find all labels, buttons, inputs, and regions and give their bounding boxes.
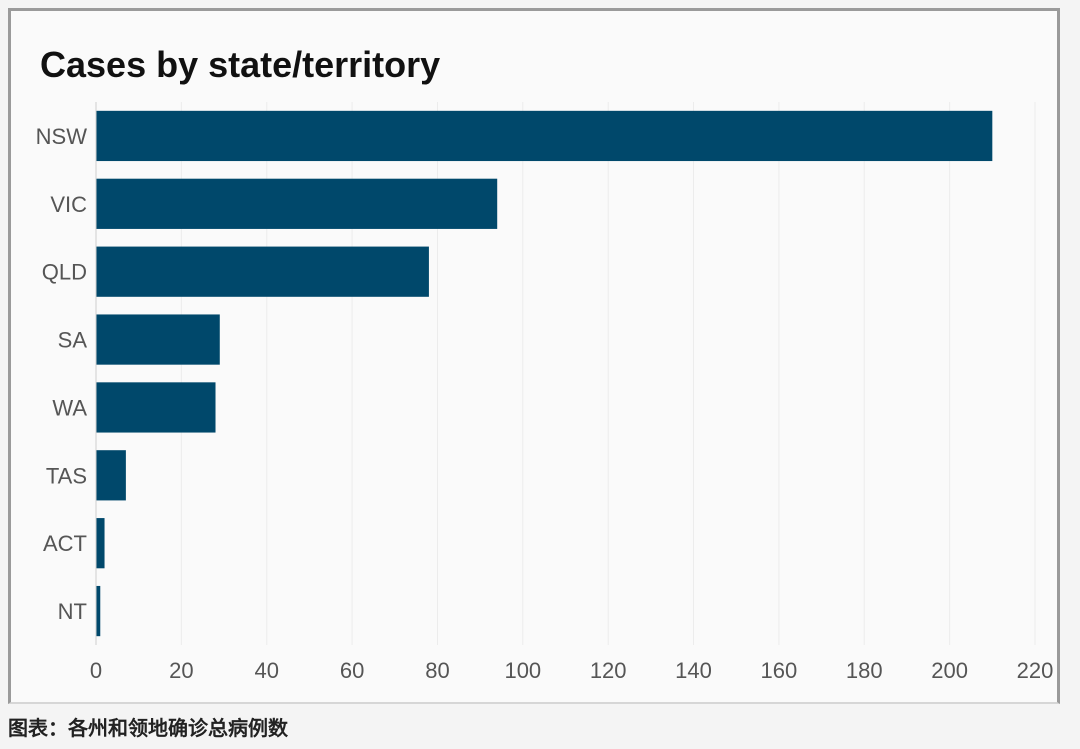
bar-nsw xyxy=(96,110,993,162)
x-tick-labels: 0 20 40 60 80 100 120 140 160 180 200 220 xyxy=(90,658,1053,683)
bar-sa xyxy=(96,314,220,365)
x-tick-label: 200 xyxy=(931,658,968,683)
category-label-nsw: NSW xyxy=(36,124,88,149)
x-tick-label: 100 xyxy=(504,658,541,683)
bar-wa xyxy=(96,382,216,433)
category-label-vic: VIC xyxy=(50,192,87,217)
x-tick-label: 80 xyxy=(425,658,449,683)
bar-tas xyxy=(96,450,126,501)
category-label-wa: WA xyxy=(52,395,87,420)
chart-title: Cases by state/territory xyxy=(40,44,441,85)
bars xyxy=(96,110,993,637)
x-tick-label: 20 xyxy=(169,658,193,683)
x-tick-label: 160 xyxy=(761,658,798,683)
category-labels: NSW VIC QLD SA WA TAS ACT NT xyxy=(36,124,88,624)
x-tick-label: 120 xyxy=(590,658,627,683)
category-label-act: ACT xyxy=(43,531,87,556)
bar-act xyxy=(96,518,105,569)
figure-caption: 图表：各州和领地确诊总病例数 xyxy=(8,716,288,740)
category-label-nt: NT xyxy=(58,599,87,624)
category-label-sa: SA xyxy=(58,328,88,353)
x-tick-label: 220 xyxy=(1017,658,1054,683)
category-label-qld: QLD xyxy=(42,260,87,285)
gridlines xyxy=(180,102,1036,645)
x-tick-label: 140 xyxy=(675,658,712,683)
bar-nt xyxy=(96,585,101,637)
bar-qld xyxy=(96,246,429,297)
x-tick-label: 60 xyxy=(340,658,364,683)
category-label-tas: TAS xyxy=(46,463,87,488)
x-tick-label: 40 xyxy=(254,658,278,683)
x-tick-label: 180 xyxy=(846,658,883,683)
bar-vic xyxy=(96,178,498,229)
x-tick-label: 0 xyxy=(90,658,102,683)
